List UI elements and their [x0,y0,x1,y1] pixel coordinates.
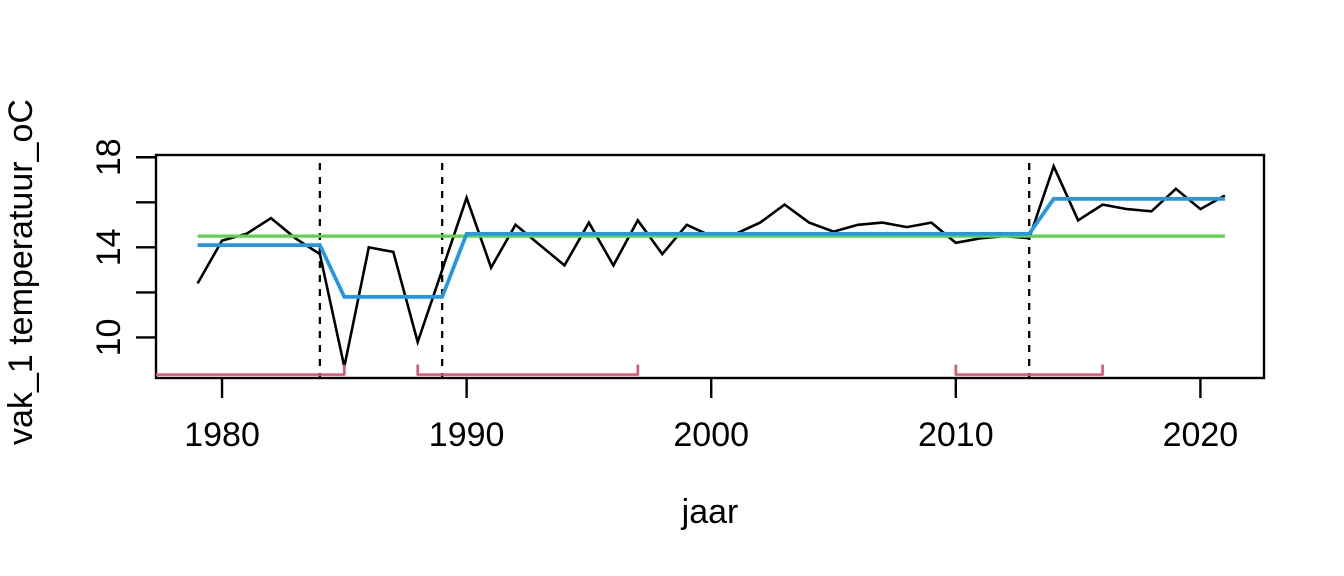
x-tick-label: 1980 [184,416,260,454]
y-axis-title: vak_1 temperatuur_oC [2,99,40,445]
x-tick-label: 2000 [673,416,749,454]
plot-area: 1980 1990 2000 2010 2020 10 14 18 [90,138,1266,454]
x-axis-title: jaar [681,493,739,531]
observed-temperature-line [196,162,1226,367]
x-tick-label: 2010 [918,416,994,454]
y-tick-label: 10 [90,319,128,357]
y-tick-label: 14 [90,228,128,266]
plot-border [154,153,1266,380]
y-tick-label: 18 [90,138,128,176]
x-tick-label: 2020 [1163,416,1239,454]
x-tick-label: 1990 [429,416,505,454]
changepoint-segment-means-line [197,197,1225,299]
